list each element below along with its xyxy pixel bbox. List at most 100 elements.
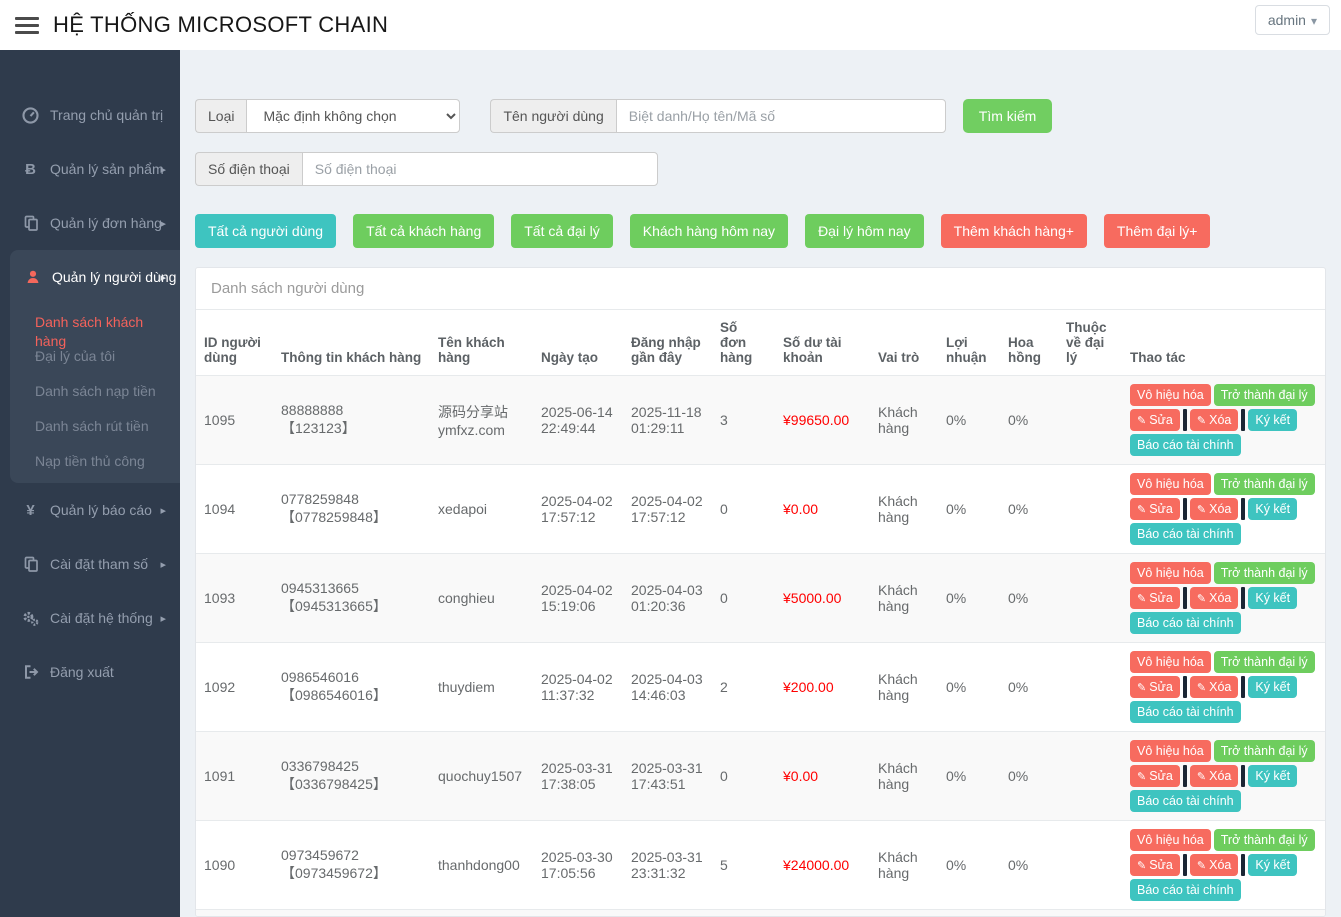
finance-report-button[interactable]: Báo cáo tài chính	[1130, 701, 1241, 723]
phone-input[interactable]	[301, 152, 658, 186]
cell-order-count: 3	[712, 375, 775, 465]
user-table-body: 1095 88888888 【123123】 源码分享站 ymfxz.com 2…	[196, 375, 1325, 916]
type-filter-label: Loại	[195, 99, 247, 133]
become-agent-button[interactable]: Trở thành đại lý	[1213, 384, 1315, 406]
submenu-item-manual-deposit[interactable]: Nạp tiền thủ công	[35, 453, 145, 469]
caret-right-icon: ▸	[160, 271, 166, 284]
cell-agent	[1058, 820, 1122, 910]
username-input[interactable]	[615, 99, 946, 133]
sidebar-group-users: Quản lý người dùng ▸ Danh sách khách hàn…	[10, 250, 180, 483]
delete-button[interactable]: ✎ Xóa	[1189, 587, 1239, 609]
become-agent-button[interactable]: Trở thành đại lý	[1213, 829, 1315, 851]
customer-code: 【0986546016】	[281, 687, 387, 703]
quick-all-agents-button[interactable]: Tất cả đại lý	[511, 214, 613, 248]
cell-last-login: 2025-04-03 01:20:36	[623, 553, 712, 643]
cell-actions: Vô hiệu hóa Trở thành đại lý ✎ Sửa ✎ Xóa K…	[1122, 642, 1325, 732]
sidebar-item-dashboard[interactable]: Trang chủ quản trị	[0, 88, 180, 142]
quick-add-customer-button[interactable]: Thêm khách hàng+	[940, 214, 1087, 248]
sidebar-item-system[interactable]: Cài đặt hệ thống ▸	[0, 591, 180, 645]
edit-button[interactable]: ✎ Sửa	[1130, 587, 1180, 609]
quick-add-agent-button[interactable]: Thêm đại lý+	[1103, 214, 1211, 248]
caret-right-icon: ▸	[160, 217, 166, 230]
quick-agents-today-button[interactable]: Đại lý hôm nay	[805, 214, 924, 248]
username-filter-label: Tên người dùng	[490, 99, 616, 133]
sign-button[interactable]: Ký kết	[1248, 409, 1298, 431]
disable-button[interactable]: Vô hiệu hóa	[1130, 651, 1211, 673]
cell-customer-name: conghieu	[430, 553, 533, 643]
disable-button[interactable]: Vô hiệu hóa	[1130, 740, 1211, 762]
sidebar-item-label: Cài đặt tham số	[50, 556, 149, 572]
cell-created-date: 2025-04-02 15:19:06	[533, 553, 623, 643]
cell-role: Khách hàng	[870, 820, 938, 910]
finance-report-button[interactable]: Báo cáo tài chính	[1130, 523, 1241, 545]
user-menu[interactable]: admin ▾	[1254, 5, 1330, 35]
sidebar-item-orders[interactable]: Quản lý đơn hàng ▸	[0, 196, 180, 250]
become-agent-button[interactable]: Trở thành đại lý	[1213, 740, 1315, 762]
col-profit: Lợi nhuận	[938, 310, 1000, 376]
delete-button[interactable]: ✎ Xóa	[1189, 854, 1239, 876]
edit-button[interactable]: ✎ Sửa	[1130, 854, 1180, 876]
disable-button[interactable]: Vô hiệu hóa	[1130, 384, 1211, 406]
col-actions: Thao tác	[1122, 310, 1325, 376]
sign-button[interactable]: Ký kết	[1248, 498, 1298, 520]
type-select[interactable]: Mặc định không chọn	[246, 99, 461, 133]
quick-all-customers-button[interactable]: Tất cả khách hàng	[353, 214, 495, 248]
finance-report-button[interactable]: Báo cáo tài chính	[1130, 790, 1241, 812]
sidebar-item-label: Quản lý đơn hàng	[50, 215, 162, 231]
cell-profit: 0%	[938, 375, 1000, 465]
col-commission: Hoa hồng	[1000, 310, 1058, 376]
delete-button[interactable]: ✎ Xóa	[1189, 498, 1239, 520]
finance-report-button[interactable]: Báo cáo tài chính	[1130, 879, 1241, 901]
pencil-icon: ✎	[1196, 592, 1207, 605]
disable-button[interactable]: Vô hiệu hóa	[1130, 473, 1211, 495]
table-row: 1090 0973459672 【0973459672】 thanhdong00…	[196, 820, 1325, 910]
delete-button[interactable]: ✎ Xóa	[1189, 409, 1239, 431]
disable-button[interactable]: Vô hiệu hóa	[1130, 562, 1211, 584]
sidebar-item-users[interactable]: Quản lý người dùng ▸	[10, 250, 180, 304]
sidebar-item-logout[interactable]: Đăng xuất	[0, 645, 180, 699]
action-divider	[1182, 498, 1187, 520]
submenu-item-customer-list[interactable]: Danh sách khách hàng	[35, 314, 144, 349]
sidebar-item-reports[interactable]: ¥ Quản lý báo cáo ▸	[0, 483, 180, 537]
sidebar-item-label: Trang chủ quản trị	[50, 107, 164, 123]
submenu-item-withdraw-list[interactable]: Danh sách rút tiền	[35, 418, 149, 434]
edit-button[interactable]: ✎ Sửa	[1130, 765, 1180, 787]
cell-user-id: 1091	[196, 731, 273, 821]
sign-button[interactable]: Ký kết	[1248, 587, 1298, 609]
become-agent-button[interactable]: Trở thành đại lý	[1213, 562, 1315, 584]
sidebar-item-products[interactable]: Ƀ Quản lý sản phẩm ▸	[0, 142, 180, 196]
action-divider	[1182, 854, 1187, 876]
submenu-item-deposit-list[interactable]: Danh sách nạp tiền	[35, 383, 156, 399]
delete-button[interactable]: ✎ Xóa	[1189, 676, 1239, 698]
quick-customers-today-button[interactable]: Khách hàng hôm nay	[629, 214, 789, 248]
disable-button[interactable]: Vô hiệu hóa	[1130, 829, 1211, 851]
sidebar-submenu: Danh sách khách hàng Đại lý của tôi Danh…	[10, 304, 180, 479]
menu-toggle-icon[interactable]	[15, 16, 39, 34]
become-agent-button[interactable]: Trở thành đại lý	[1213, 651, 1315, 673]
delete-button[interactable]: ✎ Xóa	[1189, 765, 1239, 787]
sign-button[interactable]: Ký kết	[1248, 765, 1298, 787]
cell-order-count: 5	[712, 820, 775, 910]
search-button[interactable]: Tìm kiếm	[962, 99, 1053, 133]
phone-filter-label: Số điện thoại	[195, 152, 302, 186]
become-agent-button[interactable]: Trở thành đại lý	[1213, 473, 1315, 495]
caret-right-icon: ▸	[160, 504, 166, 517]
cell-actions: Vô hiệu hóa Trở thành đại lý ✎ Sửa ✎ Xóa K…	[1122, 553, 1325, 643]
cell-last-login: 2025-04-03 14:46:03	[623, 642, 712, 732]
finance-report-button[interactable]: Báo cáo tài chính	[1130, 434, 1241, 456]
quick-all-users-button[interactable]: Tất cả người dùng	[195, 214, 337, 248]
files-icon	[22, 215, 39, 232]
sign-button[interactable]: Ký kết	[1248, 854, 1298, 876]
edit-button[interactable]: ✎ Sửa	[1130, 676, 1180, 698]
sidebar-item-parameters[interactable]: Cài đặt tham số ▸	[0, 537, 180, 591]
finance-report-button[interactable]: Báo cáo tài chính	[1130, 612, 1241, 634]
action-divider	[1241, 854, 1246, 876]
pencil-icon: ✎	[1137, 770, 1147, 783]
submenu-item-my-agents[interactable]: Đại lý của tôi	[35, 348, 116, 364]
edit-button[interactable]: ✎ Sửa	[1130, 409, 1180, 431]
cell-customer-info: 88888888 【123123】	[273, 375, 430, 465]
sign-button[interactable]: Ký kết	[1248, 676, 1298, 698]
cell-commission: 0%	[1000, 820, 1058, 910]
user-icon	[24, 269, 41, 286]
edit-button[interactable]: ✎ Sửa	[1130, 498, 1180, 520]
